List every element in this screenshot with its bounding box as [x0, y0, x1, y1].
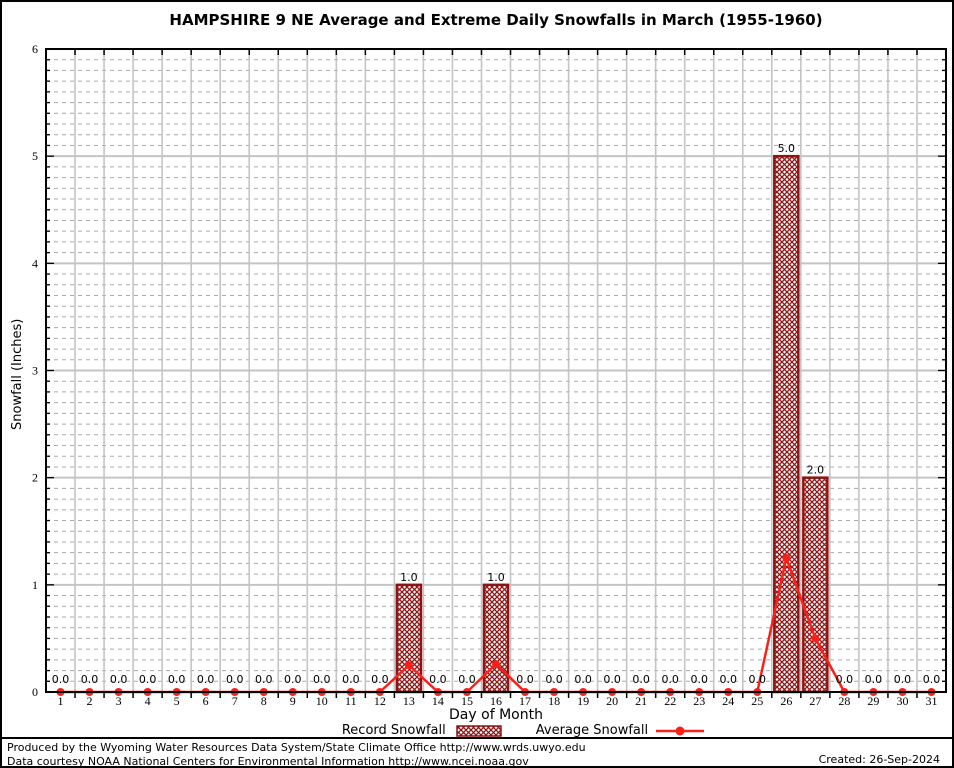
record-bar-day-13 [395, 583, 423, 694]
y-tick-label-1: 1 [32, 578, 38, 592]
value-label-day-22: 0.0 [661, 673, 679, 686]
x-tick-label-28: 28 [838, 694, 850, 708]
x-tick-label-5: 5 [174, 694, 180, 708]
average-marker-day-13 [404, 661, 413, 670]
value-label-day-29: 0.0 [865, 673, 883, 686]
chart-legend: Record Snowfall Average Snowfall [2, 723, 952, 738]
x-tick-label-6: 6 [203, 694, 209, 708]
value-label-day-21: 0.0 [632, 673, 650, 686]
x-tick-label-16: 16 [490, 694, 502, 708]
value-label-day-7: 0.0 [226, 673, 244, 686]
x-tick-label-3: 3 [116, 694, 122, 708]
footer-data-courtesy: Data courtesy NOAA National Centers for … [7, 755, 529, 768]
x-tick-label-25: 25 [751, 694, 763, 708]
value-label-day-5: 0.0 [168, 673, 186, 686]
x-tick-label-20: 20 [606, 694, 618, 708]
average-sample-marker [675, 726, 685, 735]
value-label-day-20: 0.0 [603, 673, 621, 686]
x-tick-label-29: 29 [867, 694, 879, 708]
value-label-day-2: 0.0 [81, 673, 99, 686]
value-label-day-11: 0.0 [342, 673, 360, 686]
value-label-day-14: 0.0 [429, 673, 447, 686]
x-tick-label-22: 22 [664, 694, 676, 708]
y-tick-label-6: 6 [32, 42, 38, 56]
average-snowfall-line-icon [656, 726, 705, 735]
chart-title: HAMPSHIRE 9 NE Average and Extreme Daily… [169, 11, 823, 29]
y-tick-label-5: 5 [32, 149, 38, 163]
x-tick-label-30: 30 [896, 694, 908, 708]
value-label-day-25: 0.0 [749, 673, 767, 686]
y-tick-label-3: 3 [32, 364, 38, 378]
y-tick-label-4: 4 [32, 256, 38, 270]
value-label-day-27: 2.0 [807, 464, 825, 477]
legend-average-snowfall-label: Average Snowfall [535, 723, 649, 738]
value-label-day-31: 0.0 [923, 673, 941, 686]
average-marker-day-27 [811, 634, 820, 643]
x-tick-label-21: 21 [635, 694, 647, 708]
value-label-day-18: 0.0 [545, 673, 563, 686]
x-axis-title: Day of Month [449, 707, 543, 723]
value-label-day-17: 0.0 [516, 673, 534, 686]
x-tick-label-24: 24 [722, 694, 734, 708]
footer-divider [2, 737, 952, 739]
x-tick-label-1: 1 [58, 694, 64, 708]
legend-record-snowfall-label: Record Snowfall [341, 723, 446, 738]
value-label-day-23: 0.0 [690, 673, 708, 686]
value-label-day-6: 0.0 [197, 673, 215, 686]
record-bar-day-16 [482, 583, 510, 694]
x-tick-label-7: 7 [232, 694, 238, 708]
record-bar-day-26 [773, 154, 800, 694]
value-label-day-12: 0.0 [371, 673, 389, 686]
x-tick-label-10: 10 [316, 694, 328, 708]
x-tick-label-8: 8 [261, 694, 267, 708]
average-marker-day-16 [492, 660, 500, 669]
x-tick-label-26: 26 [780, 694, 792, 708]
y-tick-label-2: 2 [32, 471, 38, 485]
x-tick-label-19: 19 [577, 694, 589, 708]
value-label-day-9: 0.0 [284, 673, 302, 686]
value-label-day-30: 0.0 [894, 673, 912, 686]
x-tick-label-15: 15 [461, 694, 473, 708]
x-tick-label-18: 18 [548, 694, 560, 708]
footer-created-date: Created: 26-Sep-2024 [818, 753, 940, 766]
value-label-day-15: 0.0 [458, 673, 476, 686]
value-label-day-10: 0.0 [313, 673, 331, 686]
record-swatch-box [456, 724, 502, 737]
x-tick-label-9: 9 [290, 694, 296, 708]
record-bar-day-27 [802, 476, 829, 694]
x-tick-label-13: 13 [403, 694, 415, 708]
average-marker-day-26 [782, 554, 791, 563]
x-tick-label-23: 23 [693, 694, 705, 708]
value-label-day-24: 0.0 [720, 673, 738, 686]
value-label-day-26: 5.0 [778, 142, 796, 155]
footer-produced-by: Produced by the Wyoming Water Resources … [7, 741, 586, 754]
x-tick-label-11: 11 [345, 694, 357, 708]
x-tick-label-2: 2 [87, 694, 93, 708]
y-tick-label-0: 0 [32, 685, 38, 699]
record-snowfall-swatch-icon [456, 724, 502, 737]
value-label-day-4: 0.0 [139, 673, 157, 686]
value-label-day-1: 0.0 [52, 673, 70, 686]
x-tick-label-31: 31 [925, 694, 937, 708]
x-tick-label-12: 12 [374, 694, 386, 708]
legend-items: Record Snowfall Average Snowfall [341, 723, 705, 738]
x-tick-label-17: 17 [519, 694, 531, 708]
value-label-day-16: 1.0 [487, 571, 505, 584]
value-label-day-28: 0.0 [836, 673, 854, 686]
x-tick-label-27: 27 [809, 694, 821, 708]
x-tick-label-14: 14 [432, 694, 444, 708]
x-tick-label-4: 4 [145, 694, 151, 708]
value-label-day-19: 0.0 [574, 673, 592, 686]
value-label-day-8: 0.0 [255, 673, 273, 686]
value-label-day-3: 0.0 [110, 673, 128, 686]
value-label-day-13: 1.0 [400, 571, 418, 584]
